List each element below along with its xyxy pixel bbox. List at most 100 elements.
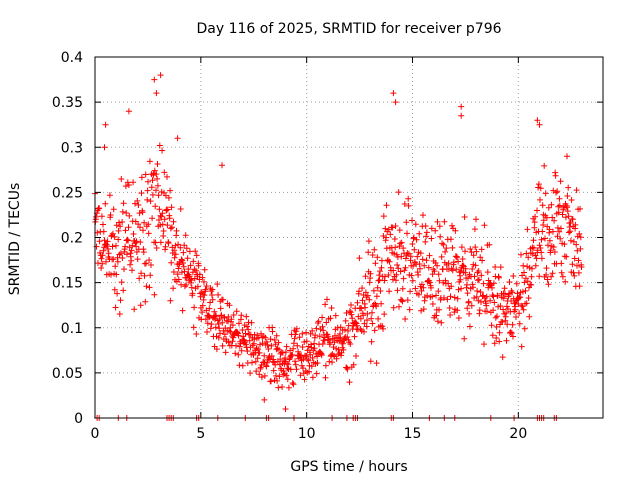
data-point — [252, 358, 259, 365]
data-point — [571, 255, 578, 262]
data-point — [514, 290, 521, 297]
data-point — [129, 242, 136, 249]
data-point — [429, 293, 436, 300]
data-point-peak — [125, 108, 132, 115]
data-point — [441, 294, 447, 301]
data-point — [428, 225, 435, 232]
data-point — [378, 300, 385, 307]
data-point — [180, 249, 187, 256]
data-point — [476, 276, 482, 283]
data-point — [364, 317, 370, 324]
data-point — [446, 305, 453, 311]
data-point — [268, 353, 275, 359]
data-point — [285, 384, 292, 391]
data-point — [435, 288, 442, 295]
data-point — [111, 233, 118, 240]
data-point — [547, 247, 554, 254]
data-point-peak — [458, 112, 465, 119]
data-point — [541, 162, 548, 169]
data-point — [387, 231, 394, 238]
data-point — [156, 142, 163, 149]
data-point — [178, 256, 185, 263]
data-point — [577, 234, 584, 241]
data-point — [115, 227, 122, 234]
data-point — [206, 314, 213, 321]
data-point — [450, 259, 457, 266]
data-point — [305, 357, 312, 364]
data-point — [362, 273, 369, 280]
data-point — [492, 314, 499, 321]
data-point — [577, 205, 583, 212]
data-point — [180, 263, 187, 270]
data-point — [513, 314, 519, 320]
data-point — [405, 202, 412, 209]
data-point — [538, 249, 545, 256]
data-point — [209, 286, 216, 293]
data-point — [274, 377, 281, 384]
data-point — [417, 250, 424, 257]
data-point — [96, 205, 103, 212]
data-point — [341, 326, 348, 333]
data-point — [471, 273, 478, 280]
data-point — [115, 236, 122, 243]
x-tick-label: 10 — [298, 426, 316, 442]
data-point — [347, 341, 354, 347]
data-point — [354, 299, 361, 306]
data-point — [276, 373, 283, 380]
data-point — [287, 366, 294, 373]
data-point — [144, 196, 151, 203]
data-point — [184, 255, 191, 262]
data-point — [536, 242, 543, 249]
data-point — [538, 255, 545, 262]
data-point — [253, 368, 260, 375]
data-point — [424, 292, 431, 299]
data-point — [509, 289, 516, 296]
data-point — [354, 322, 361, 329]
data-point — [183, 281, 190, 288]
data-point — [155, 192, 162, 199]
data-point — [283, 343, 290, 350]
data-point — [348, 311, 355, 318]
data-point — [373, 303, 380, 310]
data-point — [407, 253, 414, 260]
chart-title: Day 116 of 2025, SRMTID for receiver p79… — [196, 21, 501, 37]
data-point — [170, 285, 177, 292]
data-point — [472, 262, 479, 269]
data-point — [276, 346, 282, 353]
data-point — [146, 158, 153, 165]
data-point — [322, 362, 329, 369]
data-point — [359, 285, 366, 292]
data-point-peak — [102, 121, 109, 128]
data-point — [398, 253, 405, 260]
data-point — [256, 371, 263, 378]
data-point — [391, 250, 398, 257]
data-point — [503, 303, 510, 310]
x-tick-label: 15 — [404, 426, 422, 442]
data-point — [365, 238, 372, 245]
data-point — [528, 281, 535, 288]
data-point — [501, 285, 508, 292]
data-point — [557, 235, 564, 242]
data-point — [504, 321, 511, 328]
data-point — [390, 304, 397, 311]
data-point — [577, 245, 584, 252]
data-point — [510, 273, 517, 279]
data-point — [313, 325, 320, 332]
data-point — [378, 264, 385, 271]
data-point — [270, 367, 277, 374]
data-point — [534, 207, 540, 214]
data-point — [564, 193, 571, 199]
data-point — [567, 228, 574, 235]
data-point — [125, 224, 132, 231]
data-point — [208, 321, 215, 328]
data-point — [177, 244, 184, 251]
data-point — [309, 354, 316, 361]
data-point — [214, 281, 221, 288]
data-point — [105, 250, 112, 257]
data-point — [151, 167, 158, 174]
data-point — [204, 329, 210, 335]
data-point — [259, 340, 266, 347]
data-point — [525, 295, 532, 301]
data-point — [392, 223, 399, 229]
data-point — [466, 323, 473, 330]
